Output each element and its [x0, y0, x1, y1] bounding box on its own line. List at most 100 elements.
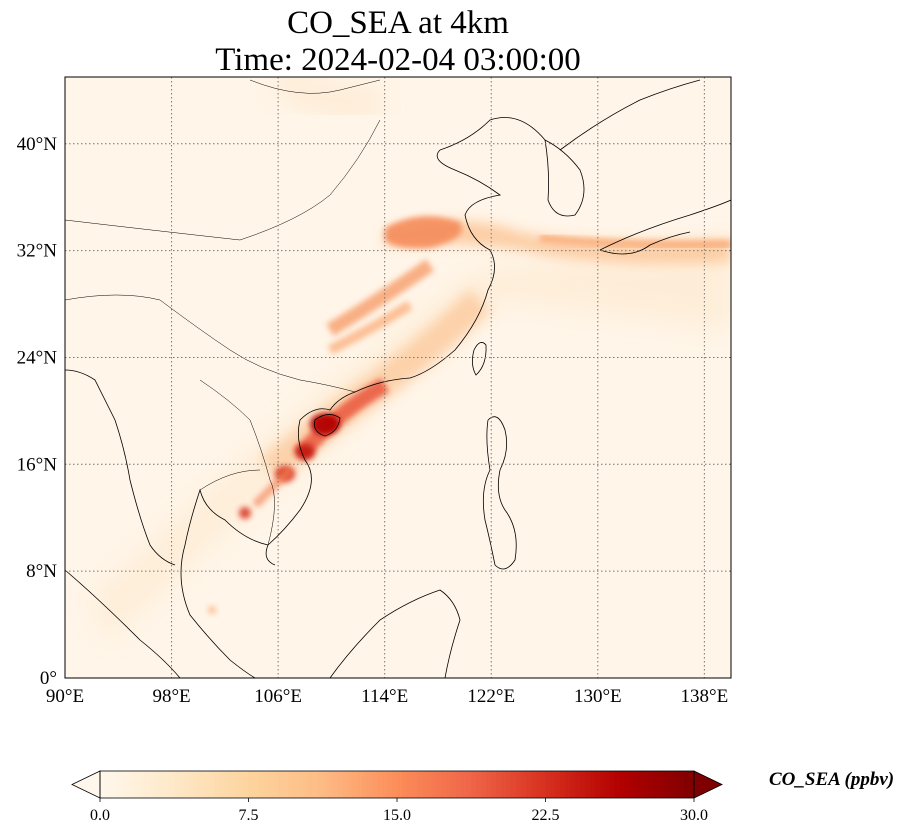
colorbar-segment: [327, 771, 334, 798]
colorbar-segment: [634, 771, 641, 798]
china-coastline: [409, 149, 501, 379]
colorbar-segment: [456, 771, 462, 798]
colorbar-segment: [357, 771, 363, 798]
manchuria-coast: [559, 79, 701, 151]
colorbar-segment: [194, 771, 200, 798]
plume-japan-core: [539, 234, 731, 249]
lat-tick-label: 40°N: [17, 134, 58, 155]
colorbar-segment: [352, 771, 358, 798]
colorbar-segment: [288, 771, 294, 798]
inland-border-3: [199, 469, 261, 491]
colorbar-segment: [397, 771, 403, 798]
colorbar-segment: [585, 771, 591, 798]
lon-tick-label: 122°E: [467, 686, 515, 707]
colorbar-tick-label: 22.5: [532, 807, 560, 824]
lat-tick-label: 32°N: [17, 241, 58, 262]
colorbar-segment: [243, 771, 250, 798]
colorbar-segment: [387, 771, 393, 798]
colorbar-segment: [505, 771, 512, 798]
colorbar-segment: [684, 771, 690, 798]
colorbar-segment: [515, 771, 522, 798]
plume-thai-streak: [252, 467, 293, 508]
colorbar-segment: [134, 771, 141, 798]
colorbar-segment: [238, 771, 245, 798]
colorbar-segment: [619, 771, 626, 798]
lat-tick-label: 8°N: [26, 561, 57, 582]
colorbar-segment: [486, 771, 492, 798]
colorbar-segment: [590, 771, 596, 798]
map-time-subtitle: Time: 2024-02-04 03:00:00: [215, 42, 581, 78]
mongolia-border: [249, 79, 381, 94]
colorbar-tick-label: 7.5: [239, 807, 259, 824]
colorbar-segment: [436, 771, 443, 798]
map-border: [64, 76, 732, 679]
colorbar-segment: [392, 771, 398, 798]
colorbar-segment: [109, 771, 116, 798]
colorbar-segment: [322, 771, 329, 798]
colorbar-segment: [307, 771, 314, 798]
colorbar-segment: [471, 771, 477, 798]
lon-tick-label: 90°E: [46, 686, 84, 707]
colorbar-segment: [441, 771, 448, 798]
korea-coastline: [439, 117, 585, 217]
colorbar-segment: [411, 771, 418, 798]
colorbar-segment: [203, 771, 210, 798]
colorbar-segment: [258, 771, 264, 798]
myanmar-coastline: [65, 369, 176, 566]
colorbar-segment: [233, 771, 240, 798]
colorbar-segment: [560, 771, 566, 798]
colorbar-segment: [179, 771, 185, 798]
colorbar-segment: [184, 771, 190, 798]
philippines-coastline: [482, 416, 517, 570]
colorbar-segment: [446, 771, 453, 798]
colorbar-segment: [362, 771, 368, 798]
colorbar-segment: [535, 771, 542, 798]
colorbar-segment: [129, 771, 136, 798]
colorbar-segment: [481, 771, 487, 798]
colorbar-segment: [199, 771, 205, 798]
colorbar-segment: [654, 771, 660, 798]
lat-tick-label: 16°N: [17, 454, 58, 475]
colorbar-segment: [520, 771, 527, 798]
colorbar-segment: [372, 771, 378, 798]
colorbar-segment: [649, 771, 655, 798]
colorbar-segment: [614, 771, 621, 798]
lon-tick-label: 130°E: [574, 686, 622, 707]
plume-max-tonkin: [295, 444, 315, 460]
colorbar-gradient: [100, 771, 695, 798]
colorbar-segment: [540, 771, 547, 798]
colorbar-segment: [218, 771, 225, 798]
colorbar-segment: [595, 771, 601, 798]
colorbar-segment: [421, 771, 428, 798]
colorbar-segment: [664, 771, 670, 798]
colorbar-min-extension: [71, 770, 101, 799]
colorbar-segment: [570, 771, 576, 798]
lat-tick-label: 24°N: [17, 347, 58, 368]
colorbar-segment: [377, 771, 383, 798]
colorbar-segment: [174, 771, 180, 798]
inland-border-1: [65, 294, 356, 393]
colorbar-segment: [461, 771, 467, 798]
colorbar-segment: [550, 771, 556, 798]
colorbar-segment: [629, 771, 636, 798]
faint-plume-north: [271, 77, 383, 118]
map-title: CO_SEA at 4km: [287, 5, 509, 41]
colorbar-segment: [555, 771, 561, 798]
colorbar-segment: [248, 771, 255, 798]
colorbar-segment: [278, 771, 284, 798]
colorbar-tick-label: 30.0: [680, 807, 708, 824]
colorbar-segment: [268, 771, 274, 798]
colorbar-segment: [451, 771, 457, 798]
colorbar-segment: [114, 771, 121, 798]
colorbar-segment: [669, 771, 675, 798]
colorbar-segment: [466, 771, 472, 798]
colorbar-segment: [208, 771, 215, 798]
colorbar-segment: [253, 771, 259, 798]
colorbar-max-extension: [693, 770, 723, 799]
colorbar-segment: [604, 771, 611, 798]
colorbar-segment: [416, 771, 423, 798]
colorbar-tick-label: 15.0: [383, 807, 411, 824]
colorbar-segment: [500, 771, 507, 798]
colorbar-segment: [342, 771, 349, 798]
colorbar-segment: [639, 771, 646, 798]
